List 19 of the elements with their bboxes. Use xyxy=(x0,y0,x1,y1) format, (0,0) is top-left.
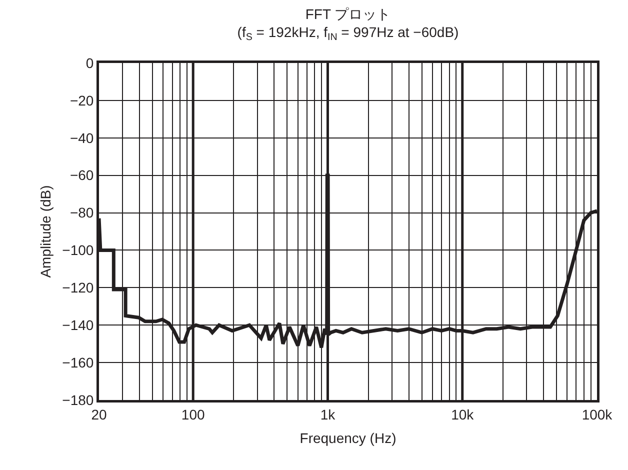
y-axis-title: Amplitude (dB) xyxy=(38,185,54,278)
x-tick-label: 10k xyxy=(451,406,475,422)
y-tick-label: −20 xyxy=(70,92,94,108)
y-tick-label: −180 xyxy=(62,392,94,408)
y-tick-label: −60 xyxy=(70,167,94,184)
chart-subtitle: (f$_{S}$ = 192kHz, f$_{IN}$ = 997Hz at −60dB) xyxy=(237,24,459,43)
y-tick-label: −40 xyxy=(70,130,94,146)
y-tick-label: −100 xyxy=(62,242,94,258)
y-tick-label: 0 xyxy=(86,54,94,71)
x-tick-label: 100k xyxy=(582,406,614,422)
chart-title: FFT プロット xyxy=(305,6,391,22)
x-tick-label: 1k xyxy=(320,406,336,422)
y-tick-label: −80 xyxy=(70,204,94,221)
x-axis-title: Frequency (Hz) xyxy=(300,430,396,446)
y-tick-label: −140 xyxy=(62,317,94,334)
y-tick-label: −160 xyxy=(62,354,94,370)
x-tick-label: 20 xyxy=(91,406,107,422)
x-tick-label: 100 xyxy=(181,406,205,422)
y-tick-label: −120 xyxy=(62,280,94,296)
